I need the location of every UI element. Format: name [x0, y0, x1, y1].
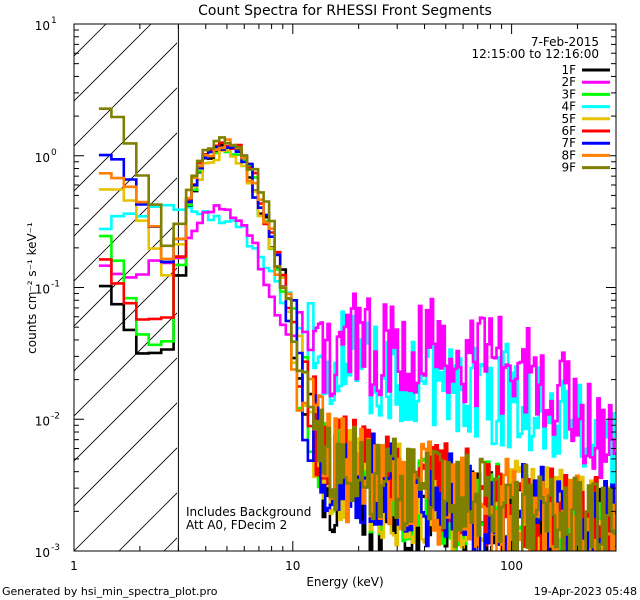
legend-time-range: 12:15:00 to 12:16:00	[472, 47, 599, 61]
annotation-attenuator: Att A0, FDecim 2	[186, 518, 287, 532]
y-tick-exponent: 1	[51, 16, 57, 26]
legend-label-8F: 8F	[561, 148, 576, 162]
legend-label-6F: 6F	[561, 124, 576, 138]
y-tick-exponent: -3	[51, 543, 60, 553]
axis-ticks	[73, 23, 617, 552]
y-tick-exponent: -1	[51, 280, 60, 290]
hatch-line	[74, 402, 177, 507]
y-axis-label: counts cm⁻² s⁻¹ keV⁻¹	[25, 222, 39, 354]
legend-label-2F: 2F	[561, 75, 576, 89]
y-tick-exponent: -2	[51, 411, 60, 421]
y-tick-base: 10	[35, 546, 50, 560]
series-line-9F	[98, 107, 616, 551]
hatch-line	[569, 24, 640, 551]
y-tick-base: 10	[35, 151, 50, 165]
chart-title: Count Spectra for RHESSI Front Segments	[198, 3, 492, 19]
hatch-line	[74, 87, 177, 192]
x-tick-label: 1	[70, 559, 78, 573]
hatch-line	[614, 24, 640, 551]
x-axis-label: Energy (keV)	[306, 575, 383, 589]
legend-label-5F: 5F	[561, 112, 576, 126]
legend-label-7F: 7F	[561, 136, 576, 150]
legend-label-4F: 4F	[561, 100, 576, 114]
footer-generated-by: Generated by hsi_min_spectra_plot.pro	[2, 585, 218, 598]
y-tick-base: 10	[35, 19, 50, 33]
x-tick-labels: 1 10 100	[70, 559, 523, 573]
annotation-background: Includes Background	[186, 505, 311, 519]
hatch-line	[74, 42, 177, 147]
legend-date: 7-Feb-2015	[531, 35, 599, 49]
x-tick-label: 10	[285, 559, 300, 573]
y-tick-label: 10 -1	[35, 280, 60, 297]
y-tick-label: 10 -2	[35, 411, 60, 428]
footer-timestamp: 19-Apr-2023 05:48	[534, 585, 637, 598]
hatch-line	[74, 267, 177, 372]
y-tick-base: 10	[35, 283, 50, 297]
y-tick-exponent: 0	[51, 148, 57, 158]
series-line-2F	[98, 204, 616, 480]
legend-label-9F: 9F	[561, 161, 576, 175]
series-lines	[98, 107, 616, 551]
x-tick-label: 100	[500, 559, 523, 573]
y-tick-label: 10 1	[35, 16, 57, 33]
hatch-line	[74, 447, 177, 551]
y-tick-label: 10 0	[35, 148, 57, 165]
legend-label-3F: 3F	[561, 87, 576, 101]
y-tick-base: 10	[35, 414, 50, 428]
y-tick-label: 10 -3	[35, 543, 60, 560]
legend-label-1F: 1F	[561, 63, 576, 77]
